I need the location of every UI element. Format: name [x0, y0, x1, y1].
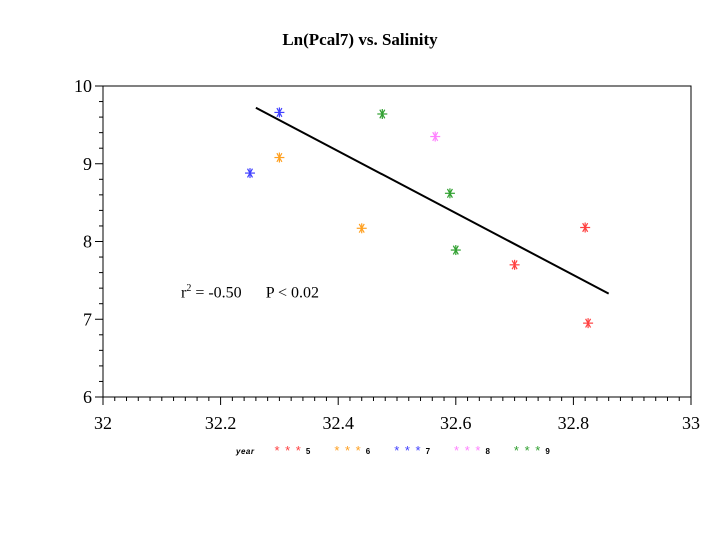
data-point-year-9 [450, 245, 461, 256]
x-tick-label: 32.2 [205, 413, 237, 433]
x-tick-label: 32.6 [440, 413, 472, 433]
legend-entry-9: * * * 9 [513, 443, 550, 458]
regression-annotation: r2 = -0.50 P < 0.02 [181, 283, 319, 302]
r-squared-value: = -0.50 [191, 284, 242, 302]
data-point-year-9 [444, 188, 455, 199]
y-tick-label: 10 [74, 76, 92, 96]
y-tick-label: 7 [83, 309, 92, 329]
legend-marker: * * * [334, 443, 362, 458]
legend-label: 8 [485, 446, 490, 456]
plot-frame [102, 85, 692, 398]
x-tick-label: 33 [682, 413, 700, 433]
data-point-year-9 [377, 108, 388, 119]
p-value-label: P < 0.02 [265, 284, 320, 302]
x-tick-label: 32.8 [558, 413, 590, 433]
data-point-year-5 [580, 222, 591, 233]
r-squared-superscript: 2 [186, 283, 192, 294]
y-tick-label: 6 [83, 387, 92, 407]
legend-marker: * * * [274, 443, 302, 458]
x-tick-label: 32.4 [322, 413, 354, 433]
data-point-year-8 [430, 131, 441, 142]
legend-entry-8: * * * 8 [454, 443, 490, 458]
data-point-year-6 [274, 152, 285, 163]
legend-label: 9 [545, 446, 550, 456]
legend-title: year [236, 446, 255, 456]
data-point-year-7 [245, 168, 255, 179]
data-point-year-5 [583, 318, 594, 329]
legend-label: 6 [365, 446, 371, 456]
data-point-year-6 [356, 223, 367, 234]
regression-line [255, 106, 610, 295]
y-tick-label: 8 [83, 232, 92, 252]
legend-label: 7 [425, 446, 431, 456]
data-point-year-7 [274, 107, 285, 118]
legend-marker: * * * [454, 443, 482, 458]
r-squared-label: r [181, 284, 187, 302]
y-tick-label: 9 [83, 154, 92, 174]
legend-marker: * * * [513, 443, 542, 458]
data-point-year-5 [509, 259, 520, 270]
chart-title: Ln(Pcal7) vs. Salinity [282, 30, 438, 49]
legend-marker: * * * [394, 443, 422, 458]
legend-label: 5 [305, 446, 311, 456]
legend: year * * * 5 * * * 6 * * * 7 * * * 8 * * * 9 [236, 444, 574, 458]
legend-entry-5: * * * 5 [274, 443, 311, 458]
legend-entry-6: * * * 6 [334, 443, 371, 458]
legend-entry-7: * * * 7 [394, 443, 431, 458]
x-tick-label: 32 [94, 413, 112, 433]
